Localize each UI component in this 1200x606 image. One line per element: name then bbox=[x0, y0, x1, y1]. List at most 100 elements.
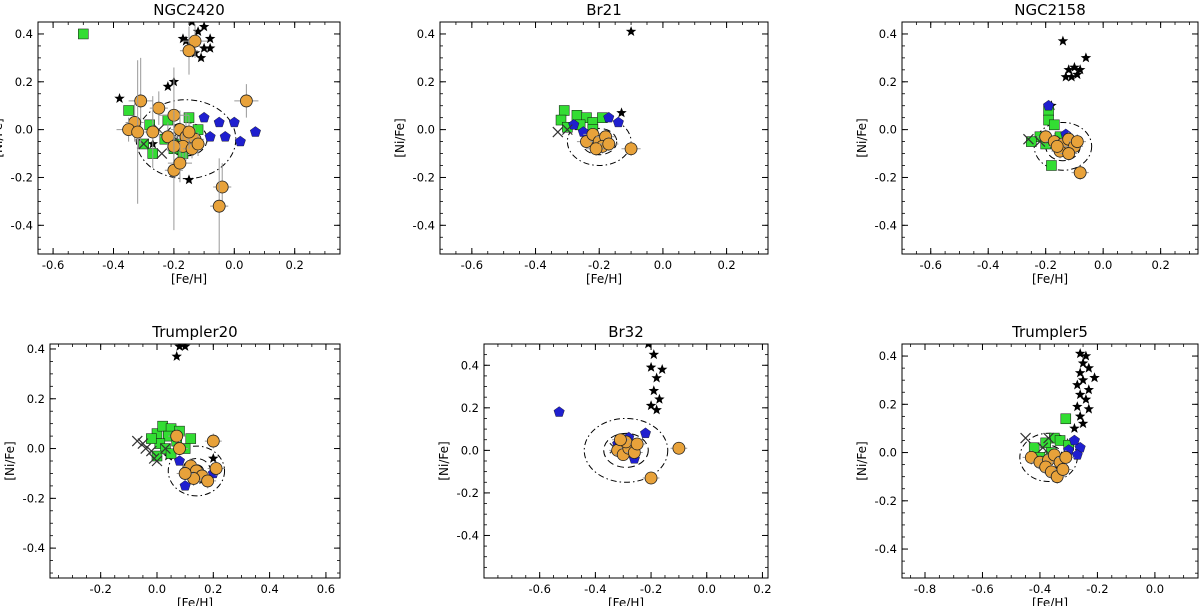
square-marker bbox=[1040, 437, 1051, 449]
pentagon-marker bbox=[198, 111, 210, 123]
star-marker bbox=[1069, 422, 1080, 433]
star-marker bbox=[1063, 64, 1074, 75]
plot-frame bbox=[483, 343, 769, 579]
circle-marker bbox=[1062, 147, 1076, 160]
plot-frame bbox=[49, 343, 341, 579]
plot-area bbox=[553, 344, 688, 485]
square-marker bbox=[571, 110, 583, 121]
x-tick-label: 0.0 bbox=[654, 258, 672, 272]
circle-marker bbox=[131, 125, 145, 139]
cross-marker bbox=[1037, 442, 1049, 454]
panel-br32: Br32 [Fe/H] [Ni/Fe] -0.6 -0.4 -0.2 0.0 0.2 -0.4 -… bbox=[437, 323, 772, 606]
pentagon-marker bbox=[228, 116, 240, 128]
y-tick-label: 0.0 bbox=[15, 123, 33, 137]
plot-area bbox=[552, 26, 641, 167]
x-tick-label: 0.2 bbox=[204, 582, 222, 596]
x-tick-label: -0.6 bbox=[528, 582, 550, 596]
y-tick-label: 0.0 bbox=[27, 442, 45, 456]
x-axis-label: [Fe/H] bbox=[586, 272, 622, 286]
star-marker bbox=[171, 350, 182, 361]
square-marker bbox=[185, 433, 197, 444]
pentagon-marker bbox=[1071, 449, 1083, 460]
star-marker bbox=[654, 393, 665, 404]
star-marker bbox=[1080, 350, 1092, 361]
y-tick-label: 0.2 bbox=[27, 392, 45, 406]
cross-marker bbox=[552, 126, 564, 138]
x-tick-label: 0.0 bbox=[225, 258, 243, 272]
x-tick-label: -0.4 bbox=[584, 582, 606, 596]
x-tick-label: -0.8 bbox=[914, 582, 936, 596]
circle-marker bbox=[191, 137, 205, 151]
panel-ngc2158: NGC2158 [Fe/H] [Ni/Fe] -0.6 -0.4 -0.2 0.0 0.2 -0… bbox=[855, 1, 1199, 286]
star-marker bbox=[1083, 384, 1094, 395]
circle-marker bbox=[170, 429, 184, 443]
star-marker bbox=[1066, 71, 1077, 82]
circle-marker bbox=[206, 434, 220, 448]
cross-marker bbox=[1043, 432, 1054, 444]
star-marker bbox=[208, 453, 219, 463]
x-tick-label: -0.2 bbox=[1086, 582, 1108, 596]
star-marker bbox=[180, 35, 192, 46]
x-axis-label: [Fe/H] bbox=[171, 272, 207, 286]
y-tick-label: 0.4 bbox=[15, 27, 33, 41]
square-marker bbox=[1046, 160, 1057, 171]
circle-marker bbox=[1050, 139, 1064, 153]
y-tick-label: 0.4 bbox=[461, 358, 479, 372]
star-marker bbox=[657, 364, 668, 374]
star-marker bbox=[1074, 367, 1086, 378]
square-marker bbox=[555, 114, 567, 126]
reference-circle-dashed bbox=[603, 432, 649, 468]
pentagon-marker bbox=[603, 111, 615, 123]
y-tick-label: 0.0 bbox=[461, 443, 479, 457]
y-tick-label: 0.2 bbox=[15, 75, 33, 89]
x-tick-label: -0.2 bbox=[588, 258, 610, 272]
star-marker bbox=[1072, 69, 1083, 80]
circle-marker bbox=[201, 474, 215, 488]
star-marker bbox=[183, 174, 195, 185]
star-marker bbox=[1072, 379, 1083, 390]
y-tick-label: -0.2 bbox=[457, 486, 479, 500]
star-marker bbox=[204, 33, 216, 44]
circle-marker bbox=[173, 156, 187, 170]
star-marker bbox=[1080, 394, 1092, 404]
x-tick-label: -0.4 bbox=[977, 258, 999, 272]
y-tick-label: 0.2 bbox=[879, 397, 897, 411]
x-tick-label: -0.4 bbox=[524, 258, 546, 272]
cross-marker bbox=[1023, 133, 1034, 145]
x-tick-label: -0.4 bbox=[1029, 582, 1051, 596]
x-axis-label: [Fe/H] bbox=[177, 596, 213, 606]
cross-marker bbox=[140, 443, 152, 454]
y-tick-label: -0.4 bbox=[23, 541, 45, 555]
star-marker bbox=[204, 42, 216, 53]
star-marker bbox=[192, 26, 204, 36]
star-marker bbox=[1080, 52, 1092, 63]
star-marker bbox=[1074, 410, 1086, 421]
star-marker bbox=[177, 33, 189, 44]
x-tick-label: 0.0 bbox=[1094, 258, 1112, 272]
circle-marker bbox=[173, 442, 186, 455]
plot-frame bbox=[901, 21, 1199, 255]
y-axis-label: [Ni/Fe] bbox=[393, 118, 407, 157]
y-tick-label: 0.0 bbox=[879, 123, 897, 137]
panel-title: Trumpler20 bbox=[151, 323, 237, 341]
x-tick-label: 0.4 bbox=[260, 582, 278, 596]
reference-circle-dashdot bbox=[167, 445, 226, 497]
square-marker bbox=[78, 28, 89, 40]
pentagon-marker bbox=[213, 116, 225, 128]
y-axis-label: [Ni/Fe] bbox=[0, 118, 5, 157]
pentagon-marker bbox=[174, 455, 185, 466]
cross-marker bbox=[131, 435, 143, 447]
y-tick-label: -0.4 bbox=[875, 542, 897, 556]
panel-ngc2420: NGC2420 [Fe/H] [Ni/Fe] -0.6 -0.4 -0.2 0.0 0.2 -0… bbox=[0, 1, 341, 286]
square-marker bbox=[123, 105, 134, 116]
circle-marker bbox=[602, 137, 616, 151]
star-marker bbox=[651, 372, 662, 383]
panel-trumpler20: Trumpler20 [Fe/H] [Ni/Fe] -0.2 0.0 0.2 0.4 0.6 -… bbox=[3, 323, 341, 606]
panel-title: Br32 bbox=[608, 323, 644, 341]
square-marker bbox=[558, 105, 570, 116]
y-tick-label: 0.2 bbox=[417, 75, 435, 89]
star-marker bbox=[648, 349, 660, 360]
pentagon-marker bbox=[1068, 434, 1080, 446]
y-tick-label: 0.4 bbox=[27, 342, 45, 356]
cross-marker bbox=[561, 124, 573, 136]
